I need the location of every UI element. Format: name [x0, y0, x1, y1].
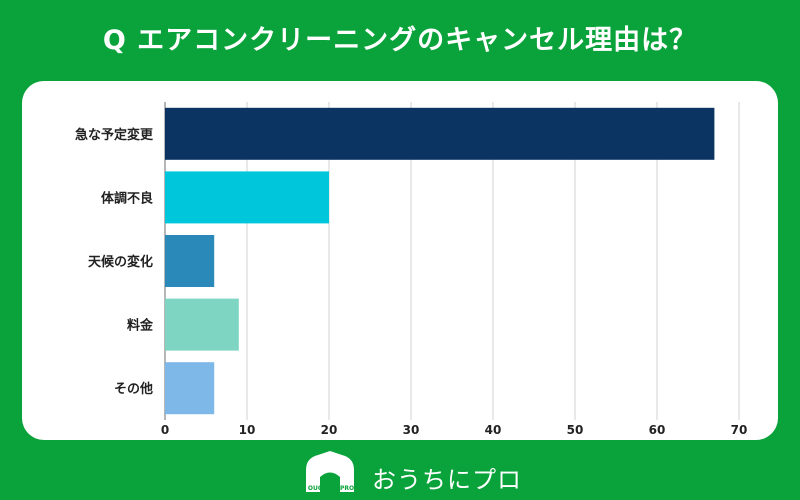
- bar: [165, 171, 329, 224]
- bar: [165, 107, 715, 160]
- x-tick-label: 70: [731, 423, 748, 437]
- chart-title: Q エアコンクリーニングのキャンセル理由は？: [102, 25, 698, 56]
- bar: [165, 298, 239, 351]
- x-tick-label: 20: [321, 423, 338, 437]
- category-label: 体調不良: [101, 190, 153, 206]
- x-tick-label: 0: [161, 423, 169, 437]
- x-tick-label: 60: [649, 423, 666, 437]
- brand-name: おうちにプロ: [372, 466, 522, 494]
- chart-card: 急な予定変更体調不良天候の変化料金その他 0 10 20 30 40 50 60 70: [22, 81, 778, 440]
- category-label: 天候の変化: [88, 254, 153, 270]
- x-tick-label: 10: [239, 423, 256, 437]
- footer: OUCHI ni PRO おうちにプロ: [0, 450, 800, 500]
- category-label: 料金: [127, 318, 154, 334]
- x-tick-label: 50: [567, 423, 584, 437]
- category-label: 急な予定変更: [75, 127, 154, 143]
- bar: [165, 362, 215, 415]
- house-logo-icon: [306, 451, 354, 492]
- logo-text: OUCHI ni PRO: [307, 485, 355, 492]
- category-label: その他: [114, 381, 153, 397]
- bar: [165, 235, 215, 287]
- x-tick-label: 40: [485, 423, 502, 437]
- x-tick-label: 30: [403, 423, 420, 437]
